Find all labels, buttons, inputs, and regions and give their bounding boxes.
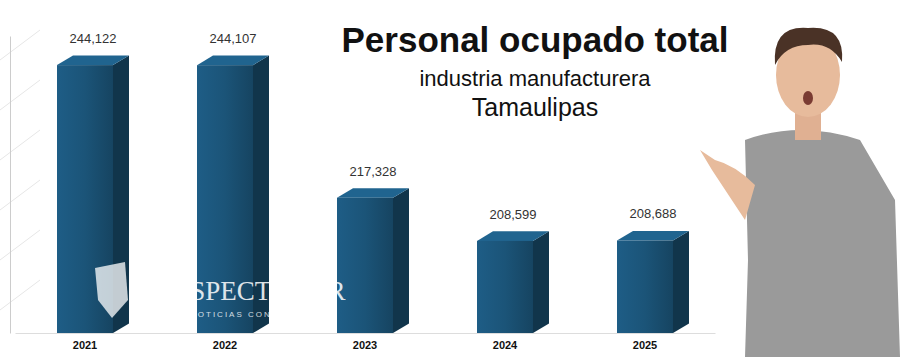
bar xyxy=(617,231,689,333)
background-line xyxy=(0,30,40,60)
person-hair xyxy=(775,28,842,65)
bar-front xyxy=(477,241,533,333)
bar-top xyxy=(477,231,549,241)
x-tick-label: 2023 xyxy=(353,339,377,351)
bar-side xyxy=(673,231,689,333)
bar xyxy=(337,188,409,333)
background-lines xyxy=(0,30,40,310)
x-tick: 2025 xyxy=(633,333,657,351)
bar xyxy=(477,231,549,333)
data-label: 208,599 xyxy=(490,207,537,222)
data-label: 208,688 xyxy=(630,206,677,221)
bar-top xyxy=(197,56,269,66)
x-tick: 2021 xyxy=(73,333,97,351)
background-line xyxy=(0,280,40,310)
bar xyxy=(57,55,129,333)
data-labels: 244,122 244,107 217,328 208,599 208,688 xyxy=(70,31,677,222)
bar-side xyxy=(393,188,409,333)
chart-subtitle: Tamaulipas xyxy=(472,93,598,121)
background-line xyxy=(0,180,40,210)
background-line xyxy=(0,80,40,110)
chart: 244,122244,107217,328208,599208,68820212… xyxy=(0,0,900,357)
background-line xyxy=(0,230,40,260)
watermark-subtitle: NOTICIAS CON ENFOQUE xyxy=(190,310,330,319)
x-tick-label: 2024 xyxy=(493,339,518,351)
data-label: 244,107 xyxy=(210,31,257,46)
bar-top xyxy=(617,231,689,241)
watermark-mask xyxy=(95,262,128,318)
titles: Personal ocupado total industria manufact… xyxy=(342,20,729,121)
person-arm xyxy=(700,150,755,220)
x-tick: 2022 xyxy=(213,333,237,351)
bar-top xyxy=(337,188,409,198)
bars xyxy=(57,55,689,333)
y-axis-line xyxy=(10,37,11,334)
data-label: 217,328 xyxy=(350,164,397,179)
bar-top xyxy=(57,55,129,65)
y-axis xyxy=(10,37,11,334)
bar-front xyxy=(337,198,393,333)
bar-front xyxy=(617,240,673,333)
chart-subtitle: industria manufacturera xyxy=(419,66,651,91)
watermark-title: EL ESPECTADOR xyxy=(135,276,346,306)
x-tick: 2023 xyxy=(353,333,377,351)
watermark: EL ESPECTADOR NOTICIAS CON ENFOQUE xyxy=(95,262,346,319)
background-line xyxy=(0,130,40,160)
x-tick-label: 2022 xyxy=(213,339,237,351)
x-tick-label: 2021 xyxy=(73,339,97,351)
bar-side xyxy=(533,231,549,333)
x-tick: 2024 xyxy=(493,333,518,351)
x-axis: 2021 2022 2023 2024 2025 xyxy=(16,333,716,351)
person-illustration xyxy=(700,28,900,357)
person-shirt xyxy=(745,130,900,357)
data-label: 244,122 xyxy=(70,31,117,46)
chart-title: Personal ocupado total xyxy=(342,20,729,59)
x-axis-line xyxy=(16,333,716,334)
person-mouth xyxy=(803,91,813,105)
x-tick-label: 2025 xyxy=(633,339,657,351)
